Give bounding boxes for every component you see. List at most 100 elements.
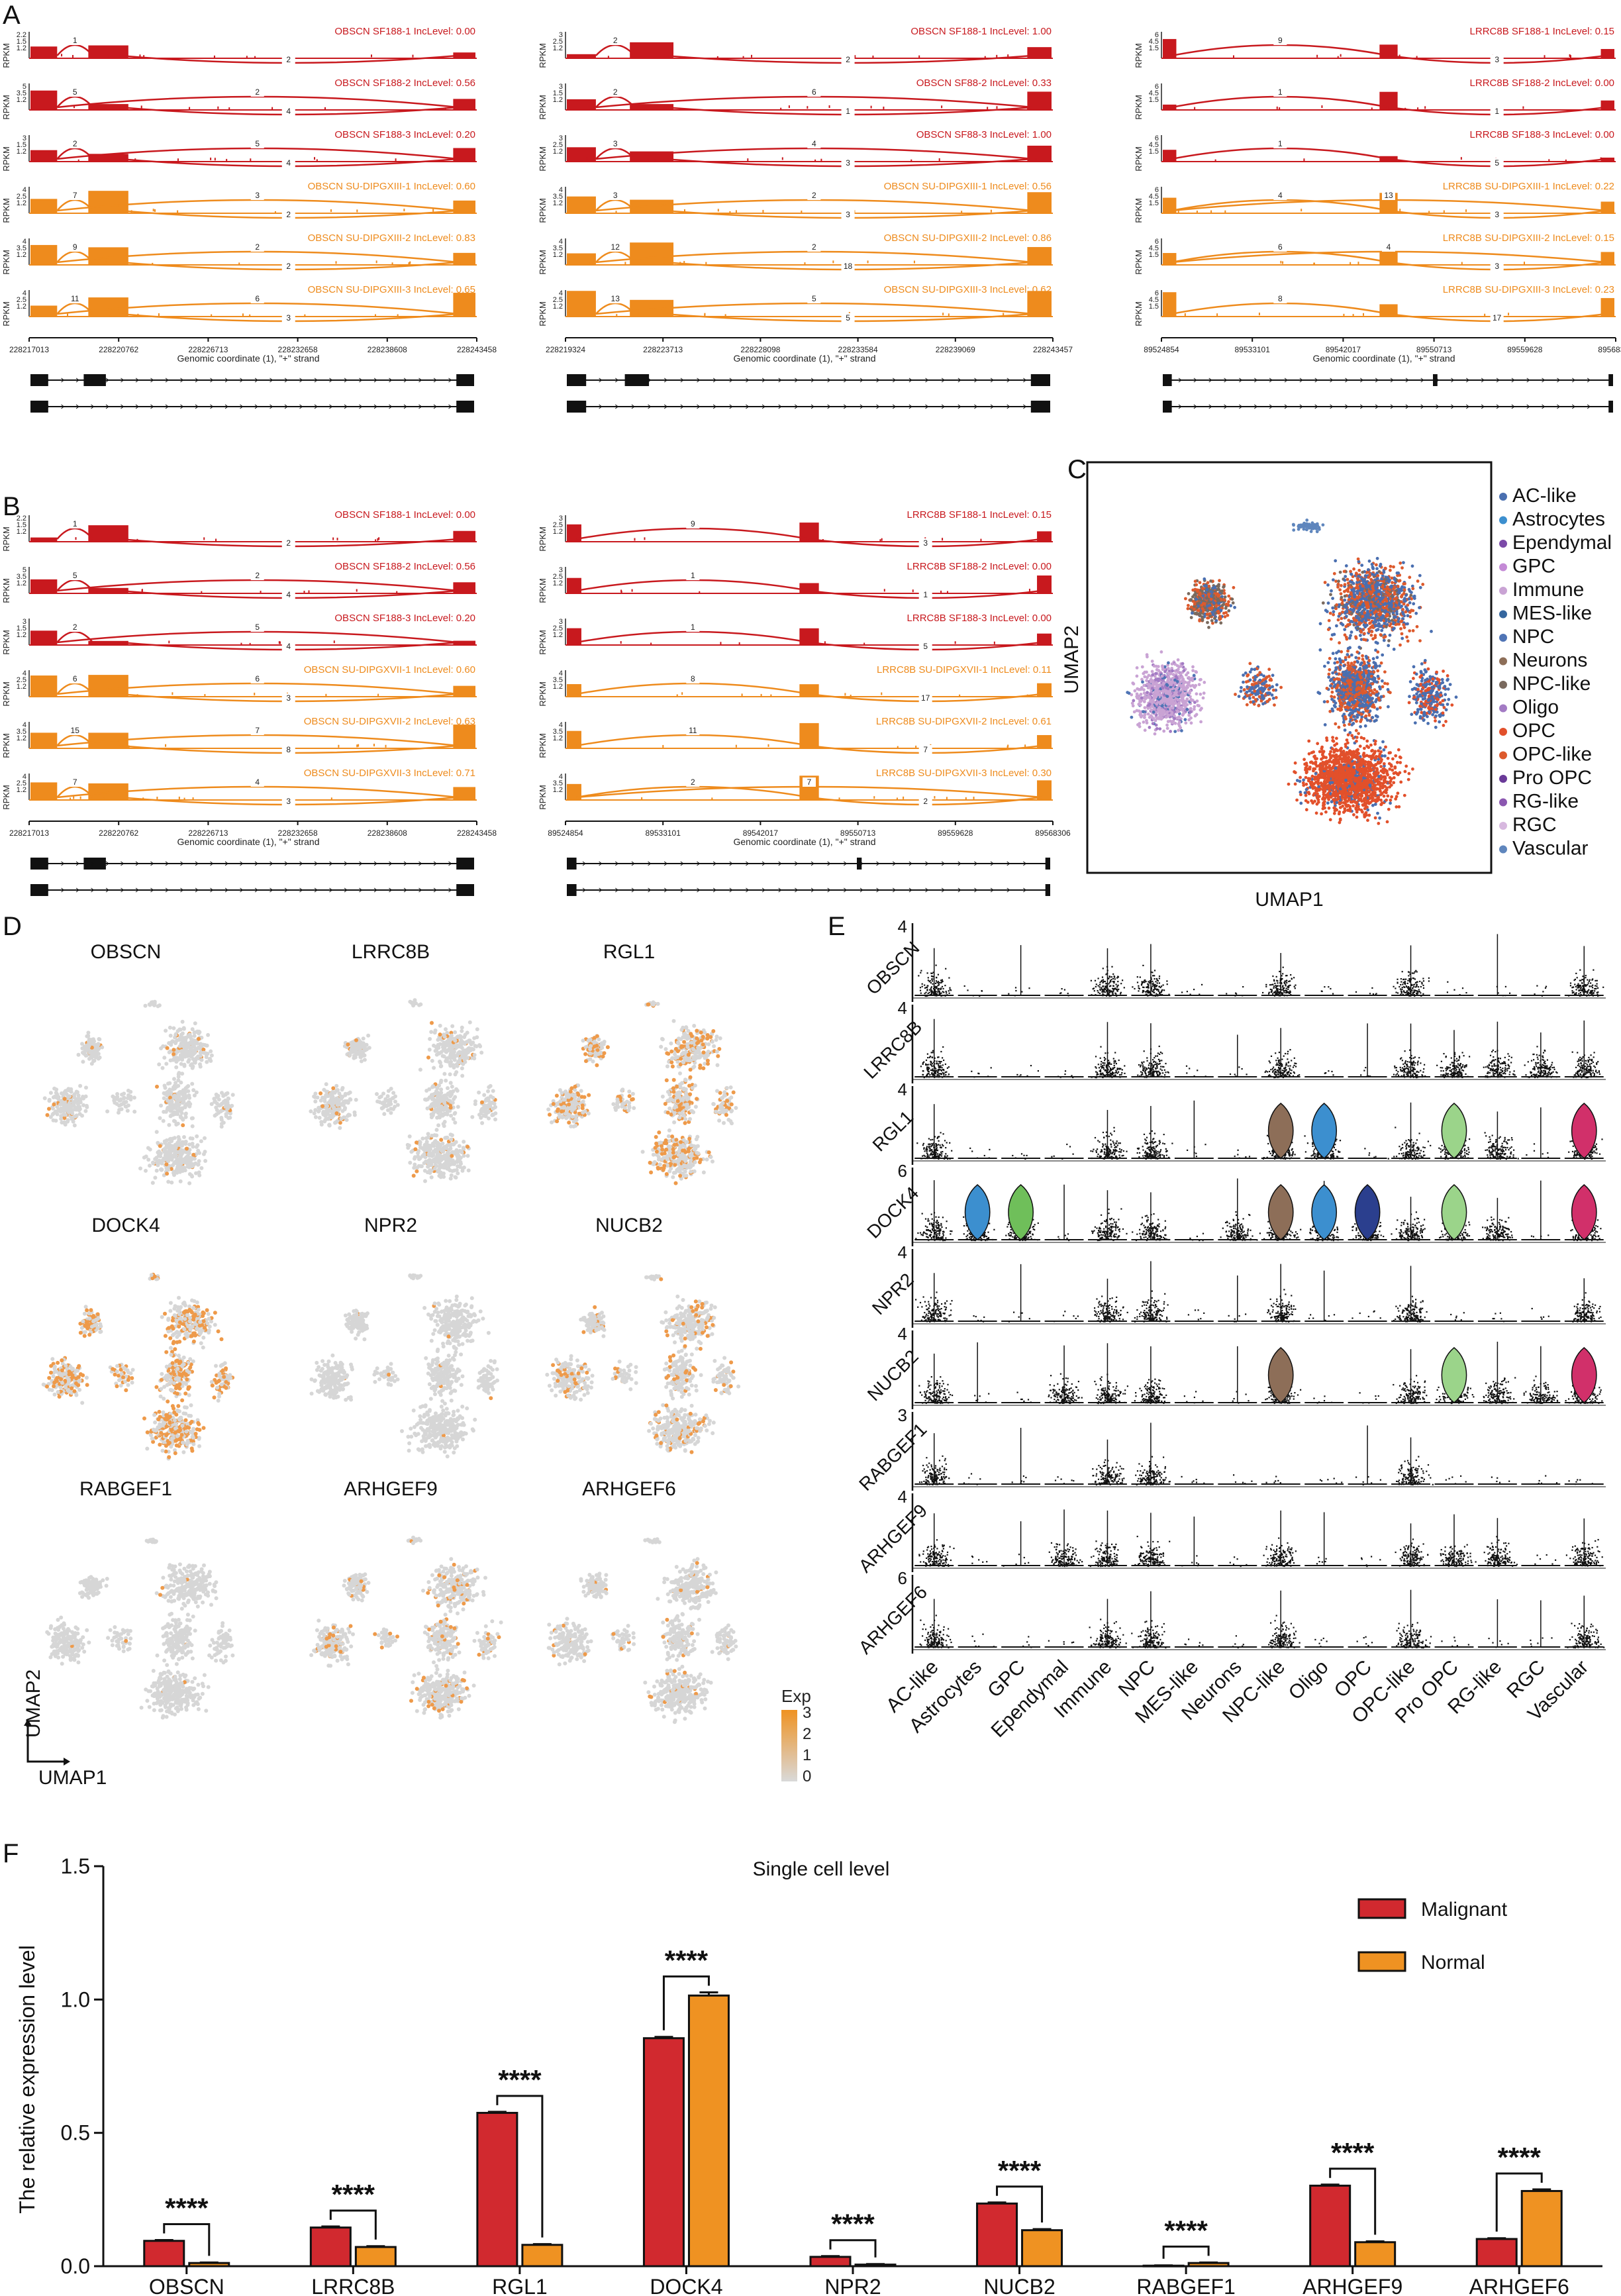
umap-point bbox=[1165, 711, 1169, 714]
umap-point bbox=[1346, 603, 1349, 606]
sashimi-coverage bbox=[30, 732, 57, 748]
umap-point bbox=[1310, 524, 1313, 527]
junction-count: 3 bbox=[286, 797, 291, 806]
sashimi-xtick: 228239069 bbox=[936, 345, 975, 354]
umap-point bbox=[1355, 720, 1358, 723]
umap-point bbox=[1364, 698, 1367, 701]
umap-point bbox=[1166, 695, 1169, 698]
umap-point bbox=[1406, 614, 1410, 617]
exon-block bbox=[1031, 374, 1050, 386]
umap-point bbox=[1341, 704, 1344, 707]
umap-point bbox=[1292, 524, 1295, 527]
umap-point bbox=[1373, 602, 1377, 605]
umap-frame bbox=[1087, 462, 1491, 873]
umap-point bbox=[1400, 600, 1403, 603]
umap-point bbox=[1375, 567, 1379, 570]
umap-point bbox=[1398, 591, 1401, 595]
sashimi-xtick: 228217013 bbox=[9, 345, 49, 354]
umap-point bbox=[1262, 689, 1265, 692]
umap-point bbox=[1306, 524, 1309, 527]
umap-point bbox=[1368, 560, 1371, 563]
umap-point bbox=[1367, 568, 1370, 572]
umap-point bbox=[1353, 619, 1356, 622]
umap-point bbox=[1338, 588, 1342, 591]
umap-point bbox=[1365, 655, 1368, 658]
umap-point bbox=[1258, 671, 1261, 674]
umap-point bbox=[1255, 681, 1258, 685]
umap-point bbox=[1362, 638, 1365, 641]
sashimi-track-label: LRRC8B SU-DIPGXVII-3 IncLevel: 0.30 bbox=[876, 768, 1052, 779]
umap-point bbox=[1404, 765, 1408, 768]
junction-count: 2 bbox=[286, 55, 291, 64]
umap-point bbox=[1346, 738, 1349, 742]
umap-point bbox=[1344, 696, 1348, 699]
umap-point bbox=[1340, 696, 1344, 699]
umap-point bbox=[1202, 697, 1205, 700]
umap-point bbox=[1151, 660, 1154, 663]
umap-point bbox=[1173, 663, 1177, 666]
junction-count: 2 bbox=[255, 87, 260, 97]
sashimi-coverage bbox=[30, 150, 57, 162]
exon-block bbox=[1046, 884, 1050, 896]
umap-point bbox=[1219, 621, 1222, 624]
umap-point bbox=[1231, 597, 1234, 601]
umap-point bbox=[1399, 644, 1402, 647]
umap-point bbox=[1167, 714, 1170, 717]
junction-count: 3 bbox=[613, 139, 618, 148]
sashimi-coverage bbox=[88, 675, 128, 697]
umap-point bbox=[1379, 633, 1383, 636]
umap-point bbox=[1206, 605, 1209, 608]
umap-point bbox=[1248, 662, 1252, 666]
umap-point bbox=[1327, 601, 1330, 605]
umap-point bbox=[1180, 694, 1183, 697]
umap-point bbox=[1360, 619, 1363, 623]
umap-point bbox=[1400, 589, 1403, 592]
junction-count: 8 bbox=[286, 745, 291, 754]
umap-point bbox=[1343, 570, 1346, 574]
umap-point bbox=[1367, 575, 1370, 579]
umap-point bbox=[1318, 648, 1322, 652]
umap-point bbox=[1219, 617, 1222, 621]
umap-point bbox=[1144, 713, 1147, 716]
umap-point bbox=[1375, 564, 1378, 567]
sashimi-track-label: OBSCN SU-DIPGXVII-2 IncLevel: 0.63 bbox=[304, 716, 475, 727]
sashimi-xlabel: Genomic coordinate (1), "+" strand bbox=[734, 836, 876, 847]
umap-point bbox=[1206, 581, 1210, 584]
sashimi-ylabel: RPKM bbox=[1, 578, 11, 603]
umap-point bbox=[1378, 570, 1381, 574]
umap-point bbox=[1378, 664, 1381, 668]
junction-arc bbox=[1172, 148, 1389, 159]
umap-point bbox=[1176, 698, 1179, 701]
umap-point bbox=[1387, 580, 1391, 583]
umap-point bbox=[1376, 577, 1379, 580]
umap-point bbox=[1386, 585, 1389, 589]
umap-point bbox=[1371, 716, 1374, 719]
umap-point bbox=[1169, 689, 1172, 693]
umap-point bbox=[1372, 598, 1375, 601]
umap-point bbox=[1418, 574, 1422, 577]
umap-point bbox=[1336, 661, 1339, 664]
umap-point bbox=[1198, 683, 1201, 686]
umap-point bbox=[1401, 608, 1404, 611]
umap-point bbox=[1144, 728, 1147, 732]
umap-point bbox=[1365, 585, 1369, 589]
umap-point bbox=[1221, 604, 1224, 607]
umap-point bbox=[1375, 628, 1378, 632]
umap-point bbox=[1355, 693, 1358, 696]
sashimi-ylabel: RPKM bbox=[538, 146, 548, 172]
sashimi-ylabel: RPKM bbox=[1, 630, 11, 655]
umap-point bbox=[1371, 573, 1374, 576]
umap-point bbox=[1305, 783, 1308, 786]
umap-point bbox=[1372, 756, 1375, 759]
umap-point bbox=[1212, 601, 1216, 605]
sashimi-ytick: 1.2 bbox=[17, 528, 26, 536]
sashimi-track-label: LRRC8B SU-DIPGXIII-1 IncLevel: 0.22 bbox=[1443, 181, 1614, 192]
umap-point bbox=[1179, 707, 1183, 711]
umap-point bbox=[1377, 593, 1381, 596]
umap-point bbox=[1147, 707, 1150, 710]
umap-point bbox=[1377, 822, 1380, 825]
